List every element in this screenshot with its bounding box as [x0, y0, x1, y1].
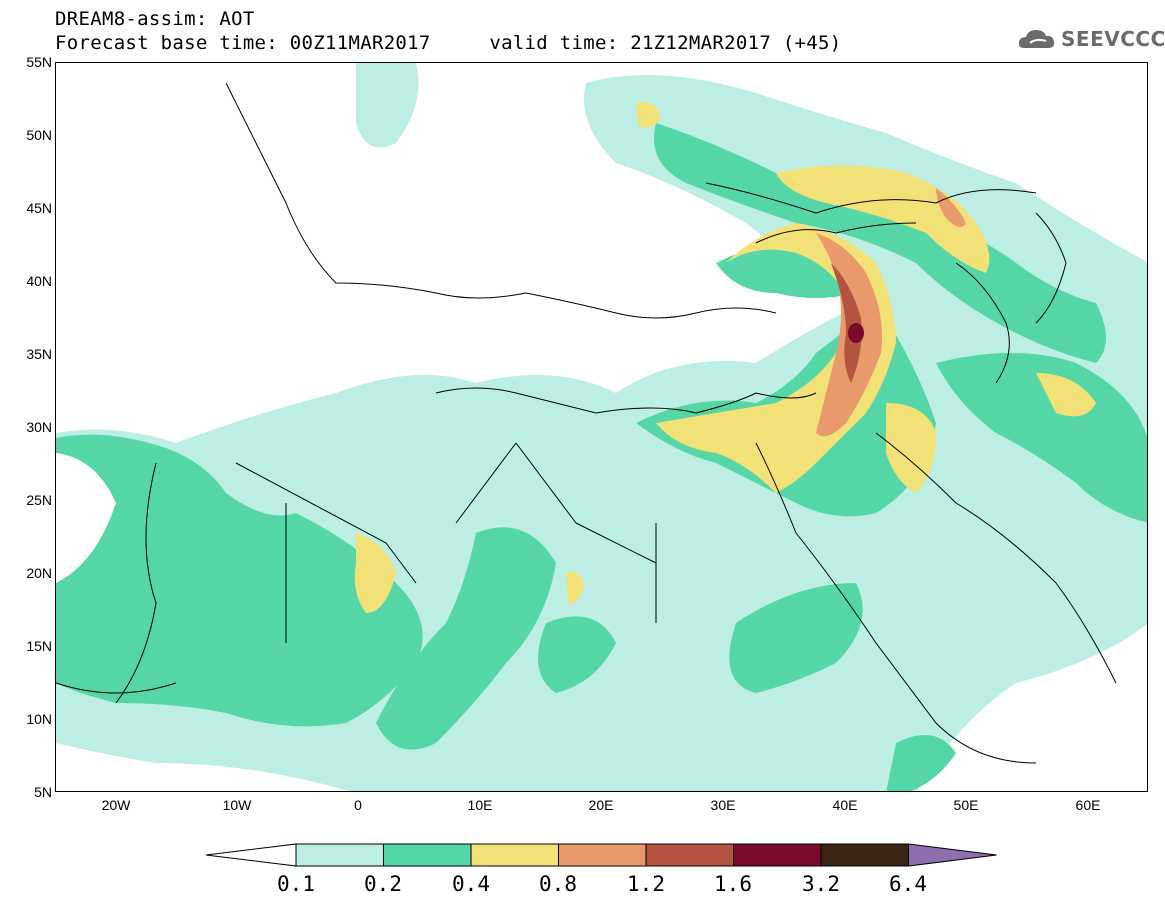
- colorbar-segment: [295, 843, 384, 867]
- lat-tick-label: 20N: [26, 565, 52, 581]
- colorbar-tick-label: 6.4: [889, 872, 927, 896]
- aot-field-05: [831, 263, 862, 383]
- lat-tick-label: 30N: [26, 419, 52, 435]
- colorbar-tick-label: 0.4: [452, 872, 490, 896]
- forecast-time-subtitle: Forecast base time: 00Z11MAR2017 valid t…: [55, 32, 842, 54]
- lon-tick-label: 10E: [467, 797, 493, 813]
- lat-tick-label: 50N: [26, 127, 52, 143]
- colorbar-segment: [470, 843, 559, 867]
- colorbar-segment: [205, 843, 297, 867]
- colorbar-segment: [383, 843, 472, 867]
- lat-tick-label: 35N: [26, 346, 52, 362]
- lon-tick-label: 0: [354, 797, 362, 813]
- colorbar-segment: [558, 843, 647, 867]
- lat-tick-label: 10N: [26, 711, 52, 727]
- colorbar-tick-label: 0.1: [277, 872, 315, 896]
- colorbar-tick-label: 3.2: [802, 872, 840, 896]
- colorbar-segment: [733, 843, 822, 867]
- lat-tick-label: 55N: [26, 54, 52, 70]
- lon-tick-label: 30E: [710, 797, 736, 813]
- lon-tick-label: 40E: [832, 797, 858, 813]
- colorbar-tick-label: 1.6: [714, 872, 752, 896]
- aot-field-06: [848, 323, 864, 343]
- aot-map: [56, 63, 1147, 791]
- lon-tick-label: 20E: [588, 797, 614, 813]
- lon-tick-label: 50E: [953, 797, 979, 813]
- colorbar: [205, 843, 997, 867]
- map-frame[interactable]: [55, 62, 1148, 792]
- lat-tick-label: 25N: [26, 492, 52, 508]
- colorbar-tick-label: 0.2: [364, 872, 402, 896]
- coastlines: [56, 82, 1117, 764]
- lon-tick-label: 20W: [101, 797, 131, 813]
- lat-tick-label: 5N: [34, 784, 52, 800]
- colorbar-tick-label: 0.8: [539, 872, 577, 896]
- colorbar-segment: [645, 843, 734, 867]
- chart-title: DREAM8-assim: AOT: [55, 8, 255, 30]
- lat-tick-label: 40N: [26, 273, 52, 289]
- lon-tick-label: 10W: [222, 797, 252, 813]
- colorbar-segment: [820, 843, 909, 867]
- logo-text: SEEVCCC: [1061, 27, 1165, 51]
- colorbar-tick-label: 1.2: [627, 872, 665, 896]
- colorbar-segment: [908, 843, 997, 867]
- lon-tick-label: 60E: [1075, 797, 1101, 813]
- lat-tick-label: 15N: [26, 638, 52, 654]
- cloud-icon: [1018, 30, 1055, 48]
- lat-tick-label: 45N: [26, 200, 52, 216]
